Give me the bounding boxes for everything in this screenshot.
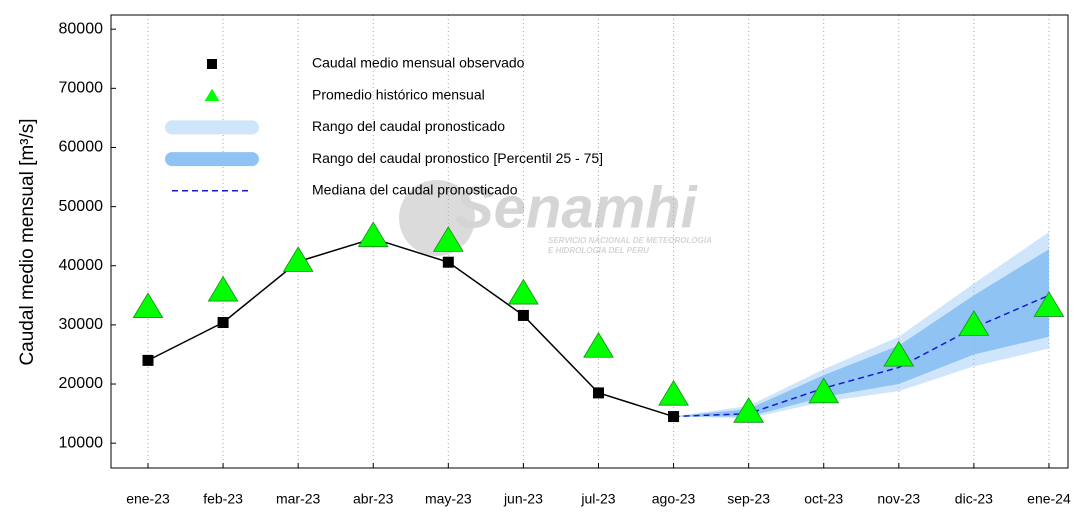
historical-marker bbox=[282, 246, 314, 272]
x-tick-label: abr-23 bbox=[353, 491, 394, 507]
legend-label: Caudal medio mensual observado bbox=[312, 55, 525, 71]
observed-marker bbox=[517, 309, 529, 321]
historical-marker bbox=[207, 275, 239, 302]
historical-marker bbox=[808, 377, 840, 404]
legend-label: Rango del caudal pronosticado bbox=[312, 118, 505, 134]
historical-marker bbox=[357, 221, 389, 248]
observed-marker bbox=[217, 317, 229, 329]
y-tick-label: 10000 bbox=[59, 434, 104, 451]
observed-marker bbox=[442, 256, 454, 268]
x-tick-label: oct-23 bbox=[804, 491, 843, 507]
historical-marker bbox=[733, 397, 765, 423]
x-tick-label: nov-23 bbox=[877, 491, 920, 507]
historical-marker bbox=[583, 331, 614, 358]
legend-symbol bbox=[207, 59, 217, 69]
historical-marker bbox=[432, 226, 464, 252]
x-tick-label: may-23 bbox=[425, 491, 472, 507]
x-tick-label: jul-23 bbox=[580, 491, 615, 507]
watermark-logo bbox=[399, 180, 475, 256]
x-tick-label: jun-23 bbox=[503, 491, 543, 507]
plot-frame bbox=[110, 14, 1069, 469]
observed-line bbox=[147, 237, 674, 418]
legend-label: Mediana del caudal pronosticado bbox=[312, 182, 518, 198]
y-tick-label: 70000 bbox=[59, 80, 104, 97]
watermark-text: SERVICIO NACIONAL DE METEOROLOGIA bbox=[548, 236, 712, 245]
historical-marker bbox=[958, 310, 990, 336]
historical-marker bbox=[1033, 291, 1065, 317]
x-tick-label: feb-23 bbox=[203, 491, 243, 507]
y-tick-label: 40000 bbox=[59, 257, 104, 274]
x-tick-label: ene-24 bbox=[1027, 491, 1071, 507]
forecast-band bbox=[673, 232, 1049, 419]
watermark-text: Senamhi bbox=[455, 175, 699, 240]
x-tick-label: dic-23 bbox=[955, 491, 993, 507]
observed-marker bbox=[592, 387, 604, 399]
x-tick-label: ene-23 bbox=[126, 491, 170, 507]
historical-marker bbox=[132, 292, 164, 319]
historical-marker bbox=[883, 340, 915, 367]
historical-marker bbox=[658, 379, 689, 406]
x-tick-label: mar-23 bbox=[276, 491, 321, 507]
y-axis-label: Caudal medio mensual [m³/s] bbox=[17, 118, 38, 365]
legend: Caudal medio mensual observado Promedio h… bbox=[165, 55, 603, 198]
y-tick-label: 80000 bbox=[59, 20, 104, 37]
y-tick-label: 50000 bbox=[59, 198, 104, 215]
y-tick-label: 30000 bbox=[59, 316, 104, 333]
x-tick-label: sep-23 bbox=[727, 491, 770, 507]
legend-symbol bbox=[204, 88, 220, 101]
observed-marker bbox=[142, 354, 154, 366]
observed-marker bbox=[668, 411, 680, 423]
legend-label: Promedio histórico mensual bbox=[312, 86, 485, 102]
watermark-text: E HIDROLOGIA DEL PERU bbox=[548, 246, 649, 255]
watermark: Senamhi SERVICIO NACIONAL DE METEOROLOGI… bbox=[399, 175, 712, 256]
historical-marker bbox=[507, 278, 539, 305]
x-tick-label: ago-23 bbox=[652, 491, 696, 507]
y-tick-label: 20000 bbox=[59, 375, 104, 392]
median-line bbox=[673, 294, 1050, 418]
legend-label: Rango del caudal pronostico [Percentil 2… bbox=[312, 150, 603, 166]
y-tick-label: 60000 bbox=[59, 139, 104, 156]
